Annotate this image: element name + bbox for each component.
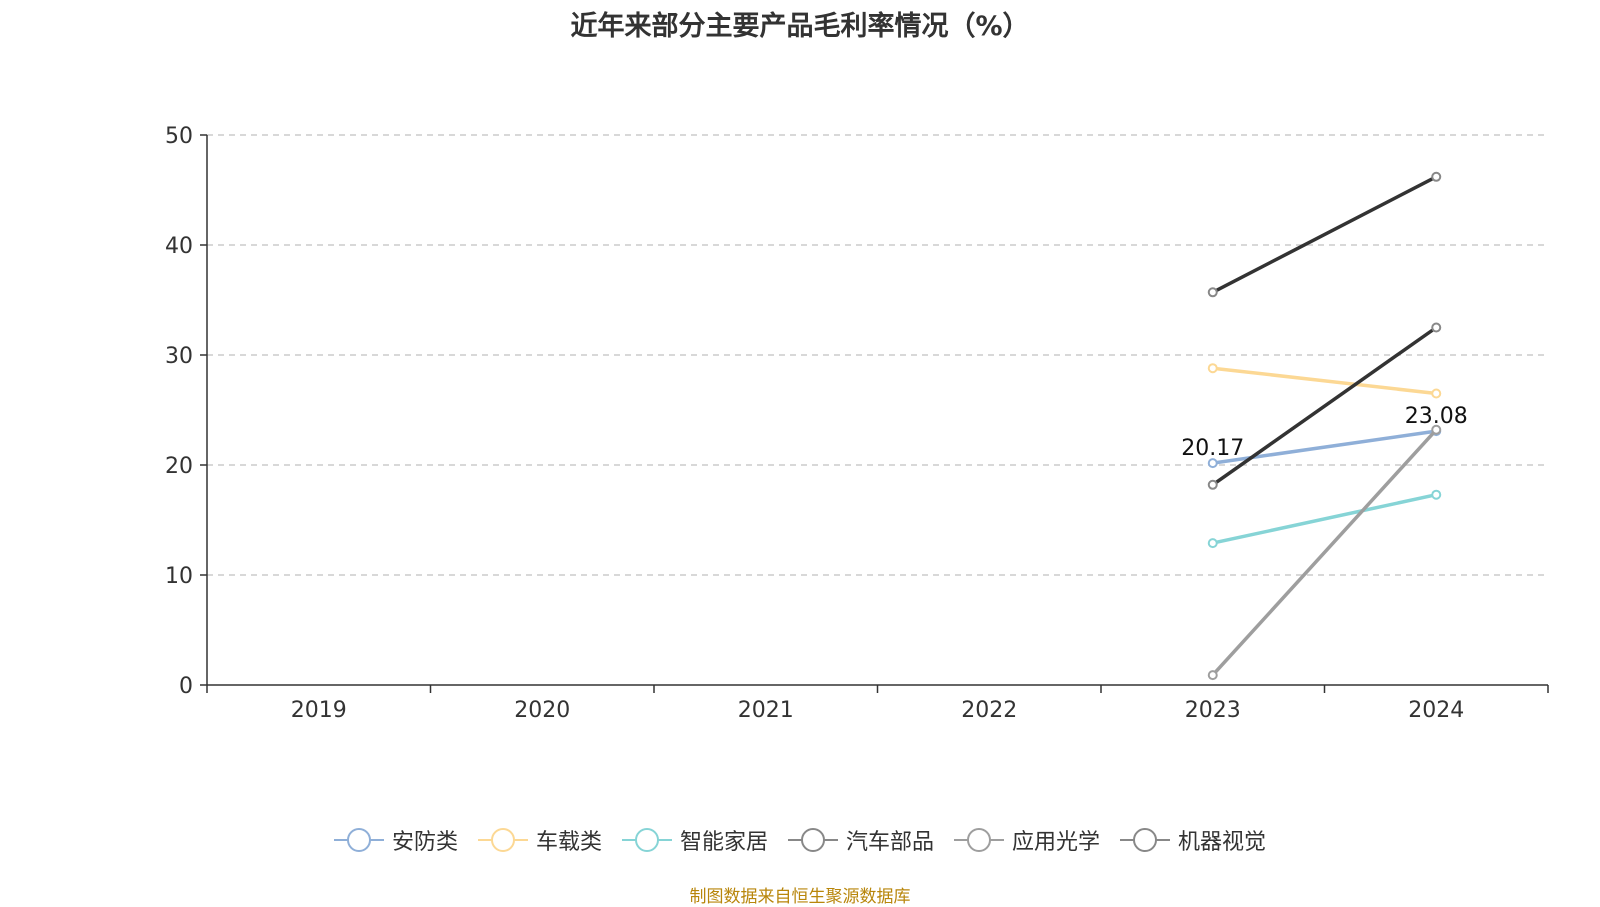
legend-label: 安防类 xyxy=(391,830,458,855)
legend-label: 汽车部品 xyxy=(846,830,935,855)
legend-marker-icon xyxy=(954,828,1005,852)
data-point xyxy=(1431,489,1442,500)
data-point xyxy=(1207,458,1218,469)
series-line xyxy=(1212,492,1437,545)
data-point xyxy=(1207,363,1218,374)
data-point xyxy=(1207,670,1218,681)
legend-item[interactable]: 安防类 xyxy=(333,824,458,856)
legend-label: 应用光学 xyxy=(1012,830,1101,855)
y-tick-label: 10 xyxy=(165,564,193,589)
data-point xyxy=(1207,479,1218,490)
y-tick-label: 0 xyxy=(179,674,193,699)
line-chart: 0 10 20 30 40 50 2019 2020 2021 2022 2023 2024 20.17… xyxy=(165,124,1549,723)
legend-item[interactable]: 车载类 xyxy=(477,824,602,856)
chart-legend: 安防类 车载类 智能家居 汽车部品 应用光学 机器视觉 xyxy=(0,820,1600,860)
legend-marker-icon xyxy=(477,828,528,852)
legend-label: 车载类 xyxy=(535,830,602,855)
data-point xyxy=(1431,424,1442,435)
data-label: 20.17 xyxy=(1181,436,1244,461)
chart-title: 近年来部分主要产品毛利率情况（%） xyxy=(570,11,1030,42)
y-tick-label: 50 xyxy=(165,124,193,149)
legend-label: 机器视觉 xyxy=(1178,830,1267,855)
series-line xyxy=(1212,429,1437,465)
series-line xyxy=(1211,326,1438,487)
data-point xyxy=(1207,538,1218,549)
data-point xyxy=(1431,388,1442,399)
legend-marker-icon xyxy=(788,828,838,852)
legend-item[interactable]: 汽车部品 xyxy=(788,824,934,856)
data-label: 23.08 xyxy=(1405,404,1468,429)
x-tick-label: 2021 xyxy=(738,698,794,723)
series-line xyxy=(1211,428,1438,677)
data-source-note: 制图数据来自恒生聚源数据库 xyxy=(689,887,911,907)
x-tick-label: 2023 xyxy=(1185,698,1241,723)
x-tick-label: 2022 xyxy=(961,698,1017,723)
legend-item[interactable]: 机器视觉 xyxy=(1120,824,1266,856)
data-point xyxy=(1431,171,1442,182)
series-line xyxy=(1212,366,1437,396)
legend-item[interactable]: 智能家居 xyxy=(621,824,768,856)
legend-marker-icon xyxy=(1120,828,1171,852)
x-tick-label: 2020 xyxy=(514,698,570,723)
legend-label: 智能家居 xyxy=(679,830,768,855)
legend-marker-icon xyxy=(333,828,384,852)
y-tick-label: 30 xyxy=(165,344,193,369)
x-tick-label: 2019 xyxy=(291,698,347,723)
data-point xyxy=(1207,287,1218,298)
y-tick-label: 40 xyxy=(165,234,193,259)
x-tick-label: 2024 xyxy=(1408,698,1464,723)
y-tick-label: 20 xyxy=(165,454,193,479)
legend-marker-icon xyxy=(621,828,672,852)
data-point xyxy=(1431,322,1442,333)
series-line xyxy=(1211,175,1438,294)
legend-item[interactable]: 应用光学 xyxy=(954,824,1100,856)
